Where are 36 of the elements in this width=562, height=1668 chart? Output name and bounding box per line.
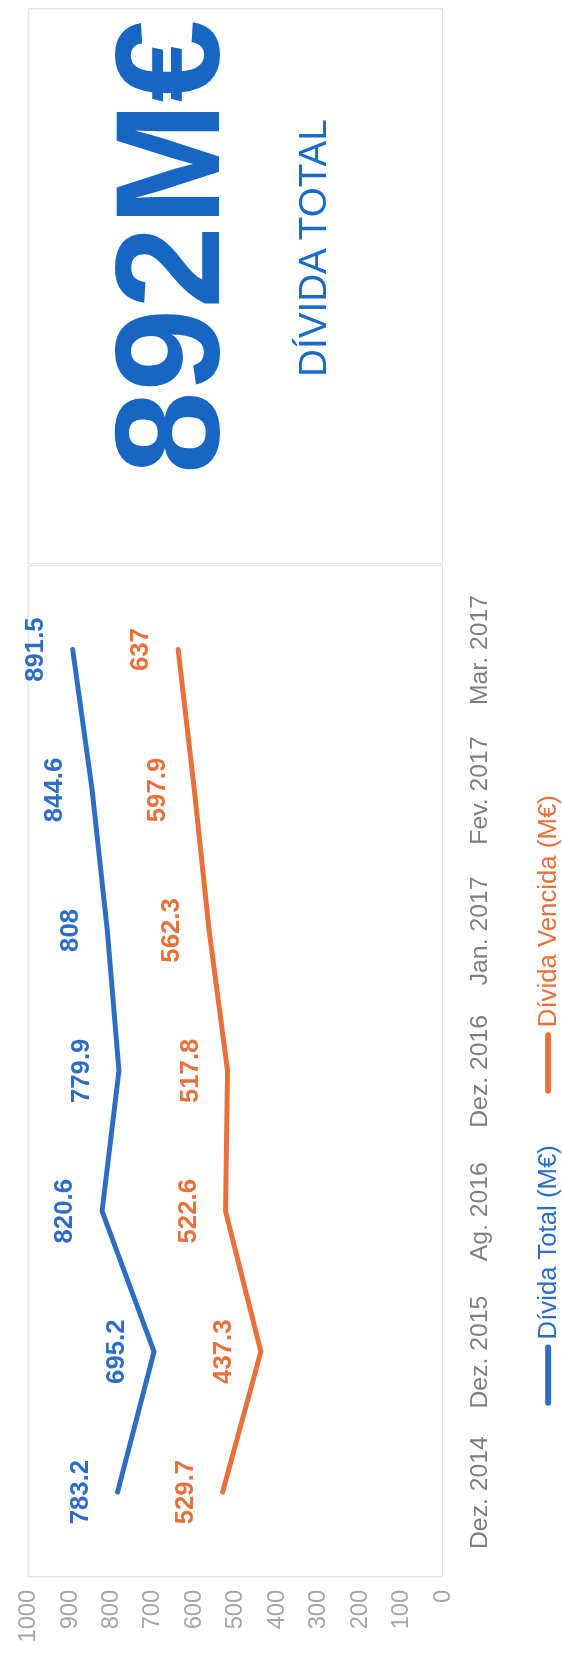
x-tick-label: 500 bbox=[220, 1589, 248, 1630]
y-tick-label: Dez. 2014 bbox=[465, 1435, 493, 1550]
y-tick-label: Dez. 2015 bbox=[465, 1295, 493, 1409]
x-tick-label: 100 bbox=[386, 1589, 414, 1630]
y-tick-label: Dez. 2016 bbox=[465, 1014, 493, 1128]
x-tick-label: 300 bbox=[303, 1589, 331, 1630]
data-label: 637 bbox=[125, 628, 154, 672]
data-label: 437.3 bbox=[208, 1319, 237, 1384]
text: DÍVIDA TOTAL bbox=[291, 119, 335, 377]
data-label: 820.6 bbox=[49, 1178, 78, 1244]
data-label: 783.2 bbox=[64, 1459, 93, 1525]
data-label: 517.8 bbox=[174, 1038, 203, 1104]
data-label: 891.5 bbox=[19, 617, 48, 682]
x-tick-label: 1000 bbox=[13, 1589, 41, 1643]
text: Dívida Total (M€) bbox=[533, 1145, 562, 1340]
x-tick-label: 200 bbox=[344, 1589, 372, 1630]
text: 892M€ bbox=[84, 19, 252, 475]
data-label: 562.3 bbox=[156, 898, 185, 963]
y-tick-label: Mar. 2017 bbox=[465, 594, 493, 706]
x-tick-label: 400 bbox=[261, 1589, 289, 1630]
data-label: 522.6 bbox=[172, 1178, 201, 1244]
data-label: 695.2 bbox=[101, 1319, 130, 1384]
data-label: 844.6 bbox=[39, 757, 68, 823]
y-tick-label: Jan. 2017 bbox=[465, 876, 493, 986]
data-label: 597.9 bbox=[141, 757, 170, 823]
x-tick-label: 600 bbox=[178, 1589, 206, 1630]
y-tick-label: Ag. 2016 bbox=[465, 1162, 493, 1262]
data-label: 779.9 bbox=[66, 1038, 95, 1104]
x-tick-label: 900 bbox=[54, 1589, 82, 1630]
x-tick-label: 700 bbox=[137, 1589, 165, 1630]
text: Dívida Vencida (M€) bbox=[533, 795, 562, 1028]
x-tick-label: 800 bbox=[96, 1589, 124, 1630]
y-tick-label: Fev. 2017 bbox=[465, 736, 493, 845]
x-tick-label: 0 bbox=[427, 1589, 455, 1603]
data-label: 529.7 bbox=[169, 1459, 198, 1525]
data-label: 808 bbox=[54, 908, 83, 952]
